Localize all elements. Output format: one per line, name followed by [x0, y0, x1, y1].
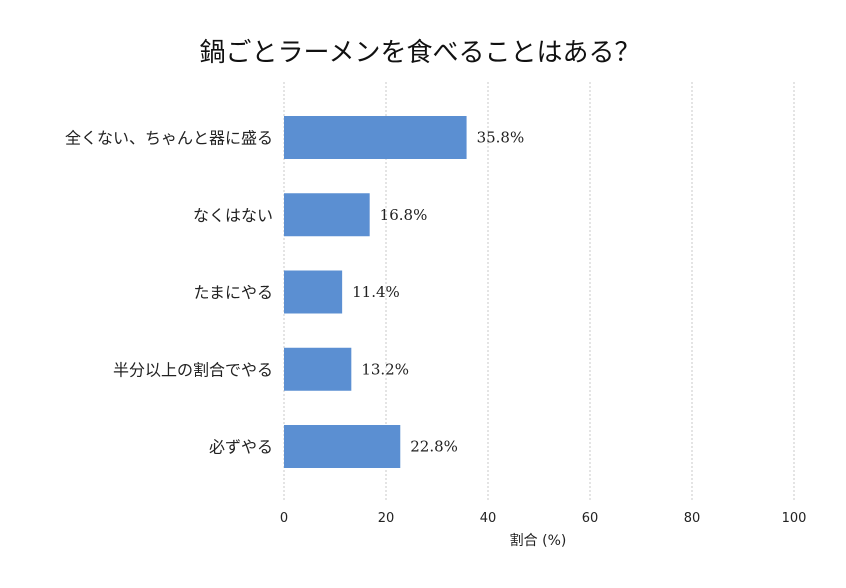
bar [284, 193, 370, 237]
x-tick-label: 60 [582, 511, 599, 526]
x-tick-labels: 0 20 40 60 80 100 [280, 511, 807, 526]
data-label: 35.8% [477, 129, 525, 147]
bars [284, 116, 467, 468]
bar [284, 425, 401, 468]
bar [284, 347, 352, 391]
x-tick-label: 100 [782, 511, 807, 526]
data-label: 11.4% [352, 283, 400, 301]
x-tick-label: 80 [684, 511, 701, 526]
x-axis-label: 割合 (%) [510, 532, 567, 549]
category-label: たまにやる [193, 283, 273, 302]
bar [284, 270, 343, 314]
category-label: なくはない [193, 206, 273, 225]
x-tick-label: 20 [378, 511, 395, 526]
category-label: 半分以上の割合でやる [113, 360, 273, 379]
data-labels: 35.8% 16.8% 11.4% 13.2% 22.8% [352, 129, 524, 456]
x-tick-label: 40 [480, 511, 497, 526]
data-label: 22.8% [410, 438, 458, 456]
chart-title: 鍋ごとラーメンを食べることはある？ [200, 38, 641, 68]
category-label: 全くない、ちゃんと器に盛る [65, 129, 273, 148]
bar [284, 116, 467, 159]
category-label: 必ずやる [209, 438, 273, 457]
data-label: 13.2% [361, 360, 409, 378]
x-tick-label: 0 [280, 511, 288, 526]
data-label: 16.8% [380, 206, 428, 224]
